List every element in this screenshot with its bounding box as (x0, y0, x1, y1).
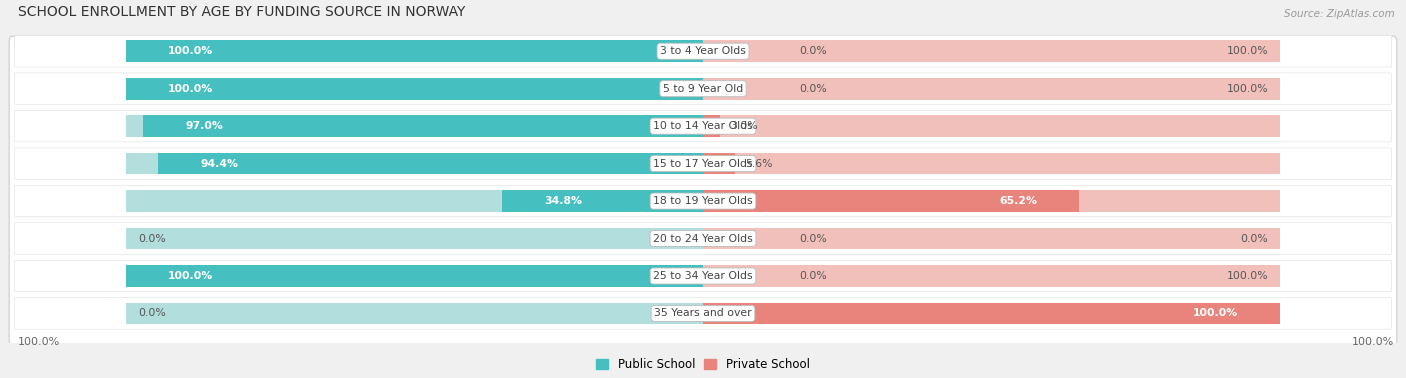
Text: 10 to 14 Year Olds: 10 to 14 Year Olds (654, 121, 752, 131)
FancyBboxPatch shape (703, 115, 1281, 137)
FancyBboxPatch shape (125, 265, 703, 287)
FancyBboxPatch shape (703, 78, 1281, 99)
FancyBboxPatch shape (14, 36, 1392, 67)
FancyBboxPatch shape (125, 228, 703, 249)
Text: 100.0%: 100.0% (18, 336, 60, 347)
Text: 100.0%: 100.0% (1226, 46, 1268, 56)
FancyBboxPatch shape (125, 78, 703, 99)
Text: 100.0%: 100.0% (1226, 271, 1268, 281)
Text: 25 to 34 Year Olds: 25 to 34 Year Olds (654, 271, 752, 281)
Text: 97.0%: 97.0% (186, 121, 224, 131)
FancyBboxPatch shape (157, 153, 703, 175)
Text: 0.0%: 0.0% (799, 46, 827, 56)
FancyBboxPatch shape (703, 265, 1281, 287)
Text: 5.6%: 5.6% (745, 159, 772, 169)
Text: 35 Years and over: 35 Years and over (654, 308, 752, 318)
Text: 100.0%: 100.0% (167, 271, 214, 281)
FancyBboxPatch shape (703, 153, 735, 175)
FancyBboxPatch shape (703, 302, 1281, 324)
FancyBboxPatch shape (125, 265, 703, 287)
Text: 100.0%: 100.0% (167, 46, 214, 56)
Text: 0.0%: 0.0% (138, 308, 166, 318)
FancyBboxPatch shape (125, 78, 703, 99)
Text: 3 to 4 Year Olds: 3 to 4 Year Olds (659, 46, 747, 56)
Text: 100.0%: 100.0% (167, 84, 214, 94)
FancyBboxPatch shape (125, 40, 703, 62)
FancyBboxPatch shape (14, 148, 1392, 179)
FancyBboxPatch shape (10, 36, 1396, 347)
FancyBboxPatch shape (125, 153, 703, 175)
Text: Source: ZipAtlas.com: Source: ZipAtlas.com (1284, 9, 1395, 19)
FancyBboxPatch shape (14, 260, 1392, 292)
FancyBboxPatch shape (502, 190, 703, 212)
FancyBboxPatch shape (14, 110, 1392, 142)
Legend: Public School, Private School: Public School, Private School (592, 354, 814, 376)
Text: SCHOOL ENROLLMENT BY AGE BY FUNDING SOURCE IN NORWAY: SCHOOL ENROLLMENT BY AGE BY FUNDING SOUR… (18, 5, 465, 19)
FancyBboxPatch shape (703, 115, 720, 137)
Text: 20 to 24 Year Olds: 20 to 24 Year Olds (654, 234, 752, 243)
FancyBboxPatch shape (125, 40, 703, 62)
FancyBboxPatch shape (14, 298, 1392, 329)
Text: 15 to 17 Year Olds: 15 to 17 Year Olds (654, 159, 752, 169)
Text: 100.0%: 100.0% (1353, 336, 1395, 347)
FancyBboxPatch shape (703, 190, 1080, 212)
FancyBboxPatch shape (143, 115, 703, 137)
FancyBboxPatch shape (125, 302, 703, 324)
Text: 0.0%: 0.0% (1240, 234, 1268, 243)
Text: 0.0%: 0.0% (799, 234, 827, 243)
FancyBboxPatch shape (703, 40, 1281, 62)
Text: 100.0%: 100.0% (1192, 308, 1239, 318)
Text: 100.0%: 100.0% (1226, 84, 1268, 94)
FancyBboxPatch shape (703, 228, 1281, 249)
Text: 94.4%: 94.4% (200, 159, 238, 169)
FancyBboxPatch shape (703, 302, 1281, 324)
FancyBboxPatch shape (14, 73, 1392, 104)
FancyBboxPatch shape (14, 223, 1392, 254)
Text: 0.0%: 0.0% (799, 84, 827, 94)
Text: 0.0%: 0.0% (799, 271, 827, 281)
Text: 3.0%: 3.0% (730, 121, 758, 131)
Text: 0.0%: 0.0% (138, 234, 166, 243)
Text: 65.2%: 65.2% (1000, 196, 1038, 206)
Text: 18 to 19 Year Olds: 18 to 19 Year Olds (654, 196, 752, 206)
FancyBboxPatch shape (703, 190, 1281, 212)
FancyBboxPatch shape (125, 115, 703, 137)
FancyBboxPatch shape (125, 190, 703, 212)
FancyBboxPatch shape (14, 185, 1392, 217)
Text: 34.8%: 34.8% (544, 196, 582, 206)
Text: 5 to 9 Year Old: 5 to 9 Year Old (662, 84, 744, 94)
FancyBboxPatch shape (703, 153, 1281, 175)
